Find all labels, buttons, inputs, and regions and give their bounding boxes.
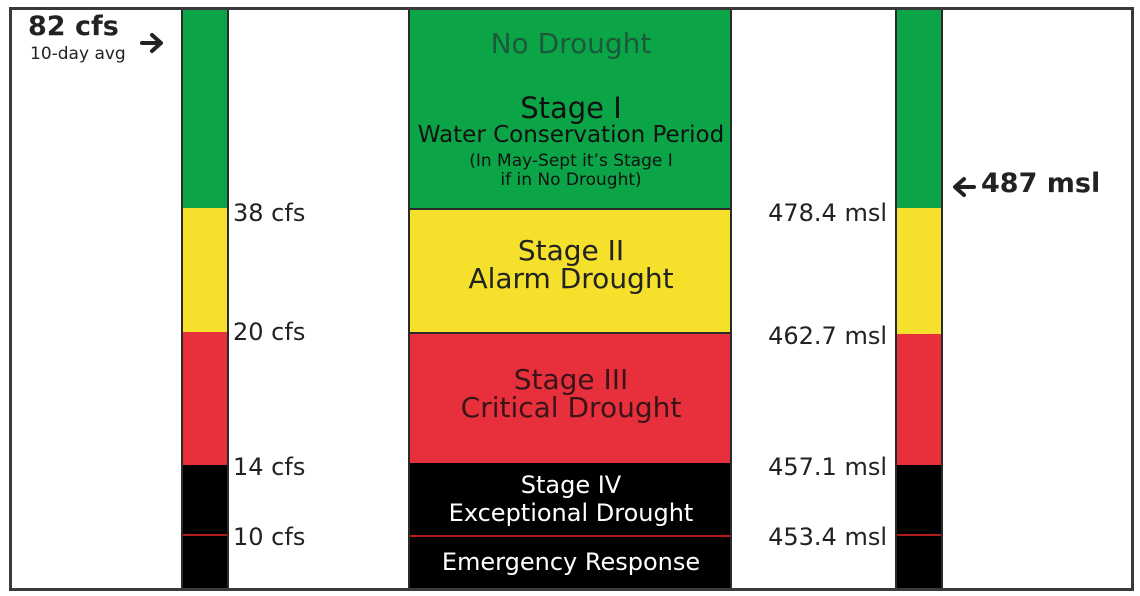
flow-bar-yellow [182, 208, 227, 332]
stage3-subtitle: Critical Drought [460, 391, 682, 424]
level-bar-edge-right [941, 10, 943, 588]
level-threshold-457: 457.1 msl [768, 453, 887, 481]
level-bar-yellow [896, 208, 941, 334]
emergency-separator [410, 535, 732, 537]
arrow-right-icon [140, 33, 163, 53]
arrow-left-icon [953, 177, 976, 197]
stage3-title: Stage III [513, 363, 629, 396]
level-bar-red [896, 334, 941, 465]
flow-bar-emergency-line [182, 534, 227, 536]
flow-threshold-14: 14 cfs [233, 453, 306, 481]
level-bar-black [896, 465, 941, 588]
stage1-note-line1: (In May-Sept it’s Stage I [469, 151, 673, 171]
flow-bar-black [182, 465, 227, 588]
no-drought-label: No Drought [490, 27, 652, 60]
stage-band-green: No Drought Stage I Water Conservation Pe… [410, 10, 732, 208]
flow-bar-edge-left [181, 10, 183, 588]
flow-reading-value: 82 cfs [28, 11, 119, 42]
flow-threshold-10: 10 cfs [233, 523, 306, 551]
stage-column-edge-right [730, 10, 732, 588]
stage2-title: Stage II [517, 234, 625, 267]
stage4-subtitle: Exceptional Drought [448, 499, 694, 527]
stage-column: No Drought Stage I Water Conservation Pe… [408, 10, 732, 588]
flow-bar-green [182, 10, 227, 208]
flow-bar-red [182, 332, 227, 465]
level-reading-value: 487 msl [981, 168, 1101, 199]
flow-threshold-20: 20 cfs [233, 318, 306, 346]
stage-band-black: Stage IV Exceptional Drought Emergency R… [410, 463, 732, 588]
emergency-label: Emergency Response [441, 548, 701, 576]
level-bar-green [896, 10, 941, 208]
flow-threshold-38: 38 cfs [233, 199, 306, 227]
level-bar-edge-left [895, 10, 897, 588]
level-threshold-478: 478.4 msl [768, 199, 887, 227]
stage-column-edge-left [408, 10, 410, 588]
flow-bar-edge-right [227, 10, 229, 588]
stage-band-red: Stage III Critical Drought [410, 332, 732, 463]
drought-stage-diagram: 38 cfs 20 cfs 14 cfs 10 cfs 82 cfs 10-da… [9, 7, 1134, 591]
stage1-note-line2: if in No Drought) [500, 170, 642, 190]
level-threshold-462: 462.7 msl [768, 322, 887, 350]
stage2-subtitle: Alarm Drought [468, 262, 674, 295]
stage-band-yellow: Stage II Alarm Drought [410, 208, 732, 332]
stage1-subtitle: Water Conservation Period [417, 122, 725, 148]
level-bar-emergency-line [896, 534, 941, 536]
stage1-title: Stage I [520, 91, 622, 125]
level-threshold-453: 453.4 msl [768, 523, 887, 551]
stage4-title: Stage IV [520, 471, 622, 499]
flow-reading-caption: 10-day avg [30, 44, 126, 64]
